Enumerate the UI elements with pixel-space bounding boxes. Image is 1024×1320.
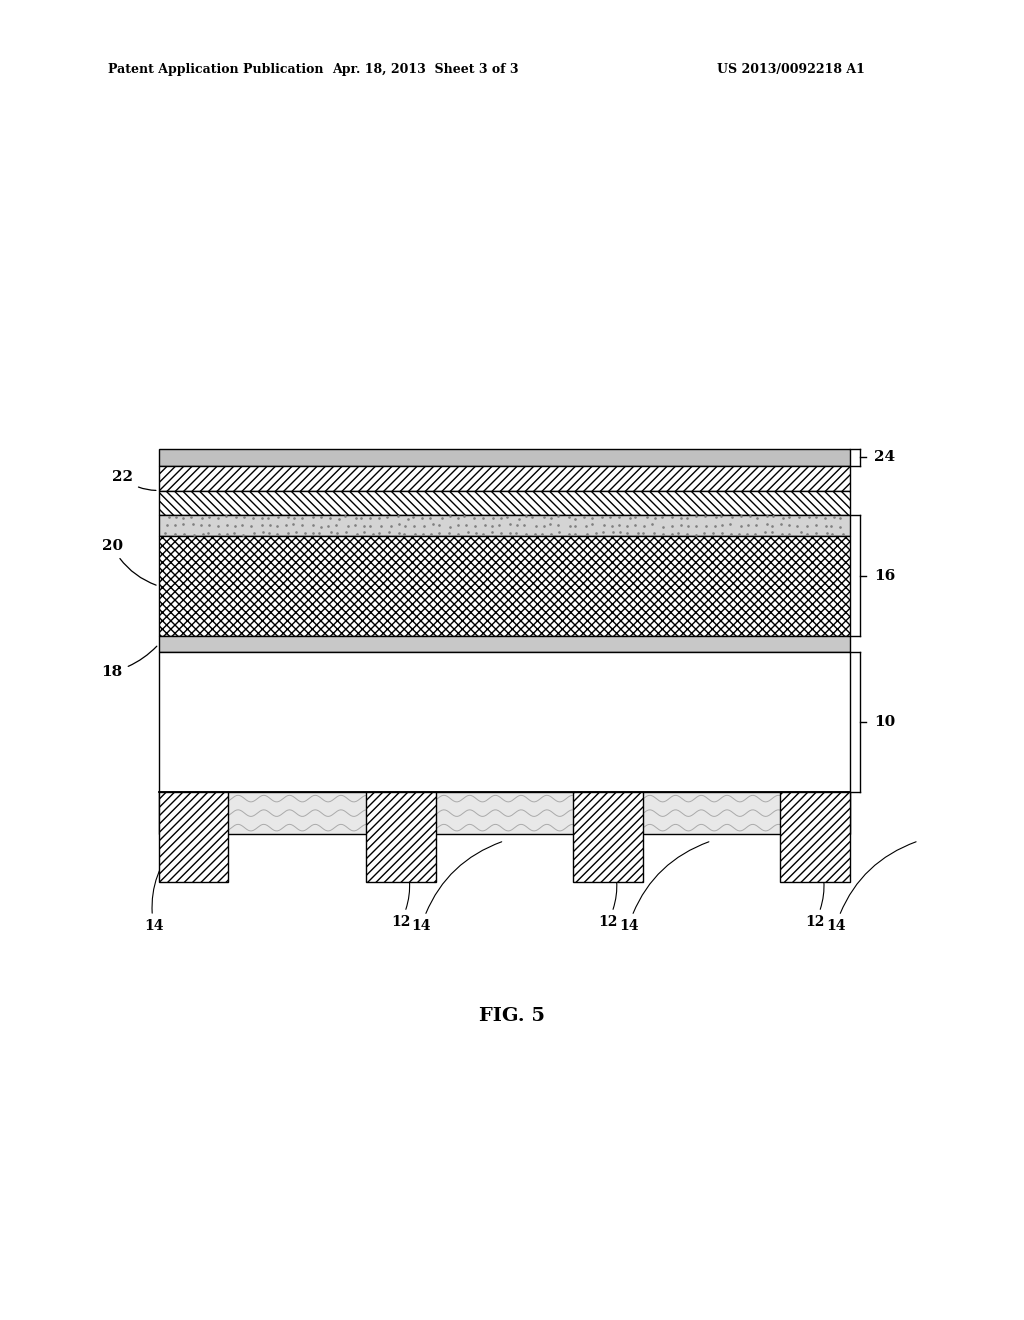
Text: 12: 12 [806, 853, 824, 929]
Bar [159, 536, 850, 636]
Text: Apr. 18, 2013  Sheet 3 of 3: Apr. 18, 2013 Sheet 3 of 3 [332, 63, 518, 77]
Text: 24: 24 [874, 450, 896, 465]
Text: FIG. 5: FIG. 5 [479, 1007, 545, 1026]
Bar [159, 466, 850, 491]
Text: 14: 14 [618, 842, 709, 933]
Text: 12: 12 [598, 853, 617, 929]
Bar [159, 792, 228, 882]
Text: 14: 14 [143, 843, 178, 933]
Bar [159, 449, 850, 466]
Text: 16: 16 [874, 569, 896, 582]
Bar [780, 792, 850, 882]
Text: 20: 20 [101, 540, 156, 585]
Text: 14: 14 [826, 842, 916, 933]
Text: 18: 18 [101, 647, 157, 678]
Text: Patent Application Publication: Patent Application Publication [108, 63, 323, 77]
Text: 22: 22 [112, 470, 156, 491]
Text: 14: 14 [412, 842, 502, 933]
Bar [573, 792, 643, 882]
Text: 10: 10 [874, 715, 896, 729]
Text: US 2013/0092218 A1: US 2013/0092218 A1 [717, 63, 864, 77]
Bar [159, 515, 850, 536]
Bar [159, 652, 850, 792]
Bar [159, 491, 850, 515]
Text: 12: 12 [391, 853, 411, 929]
Bar [159, 636, 850, 652]
Bar [366, 792, 435, 882]
Bar [159, 792, 850, 834]
